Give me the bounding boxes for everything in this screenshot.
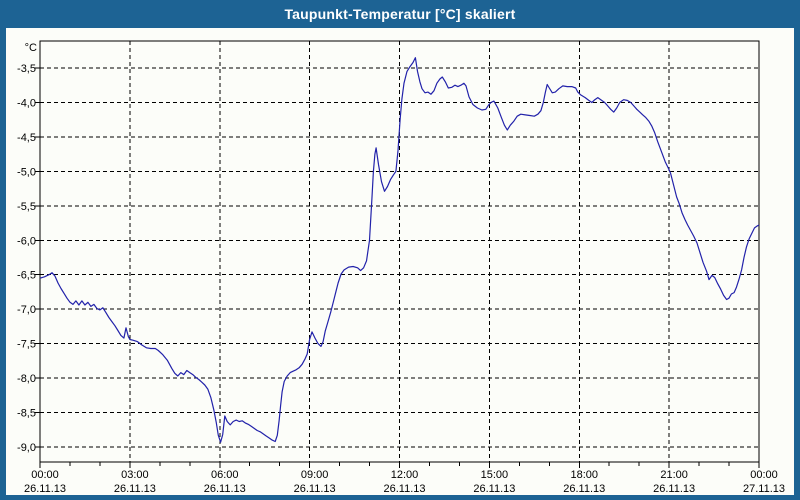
y-tick-label: -9,0	[17, 442, 36, 454]
x-tick-date-label: 26.11.13	[114, 483, 156, 495]
x-tick-time-label: 06:00	[211, 469, 239, 481]
x-tick-date-label: 26.11.13	[24, 483, 66, 495]
x-tick-date-label: 26.11.13	[204, 483, 246, 495]
x-tick-date-label: 27.11.13	[743, 483, 785, 495]
temperature-curve	[39, 57, 760, 443]
x-tick-time-label: 03:00	[121, 469, 149, 481]
y-tick-label: -5,0	[17, 166, 36, 178]
x-tick-time-label: 09:00	[301, 469, 329, 481]
title-bar: Taupunkt-Temperatur [°C] skaliert	[0, 0, 800, 28]
x-tick-time-label: 12:00	[391, 469, 419, 481]
x-tick-date-label: 26.11.13	[294, 483, 336, 495]
x-tick-date-label: 26.11.13	[473, 483, 515, 495]
y-tick-label: -8,0	[17, 373, 36, 385]
x-tick-time-label: 15:00	[481, 469, 509, 481]
x-tick-time-label: 21:00	[660, 469, 688, 481]
y-axis-unit-label: °C	[25, 42, 37, 54]
x-tick-date-label: 26.11.13	[563, 483, 605, 495]
y-tick-label: -8,5	[17, 408, 36, 420]
y-tick-label: -4,0	[17, 97, 36, 109]
y-tick-label: -7,5	[17, 339, 36, 351]
x-tick-date-label: 26.11.13	[653, 483, 695, 495]
y-tick-label: -3,5	[17, 63, 36, 75]
y-tick-label: -6,0	[17, 235, 36, 247]
y-tick-label: -7,0	[17, 304, 36, 316]
chart-title: Taupunkt-Temperatur [°C] skaliert	[284, 6, 516, 22]
x-tick-time-label: 00:00	[750, 469, 778, 481]
y-tick-label: -4,5	[17, 132, 36, 144]
x-tick-date-label: 26.11.13	[383, 483, 425, 495]
y-tick-label: -5,5	[17, 201, 36, 213]
plot-border	[39, 40, 760, 463]
x-tick-time-label: 18:00	[570, 469, 598, 481]
x-tick-time-label: 00:00	[31, 469, 59, 481]
y-tick-label: -6,5	[17, 270, 36, 282]
